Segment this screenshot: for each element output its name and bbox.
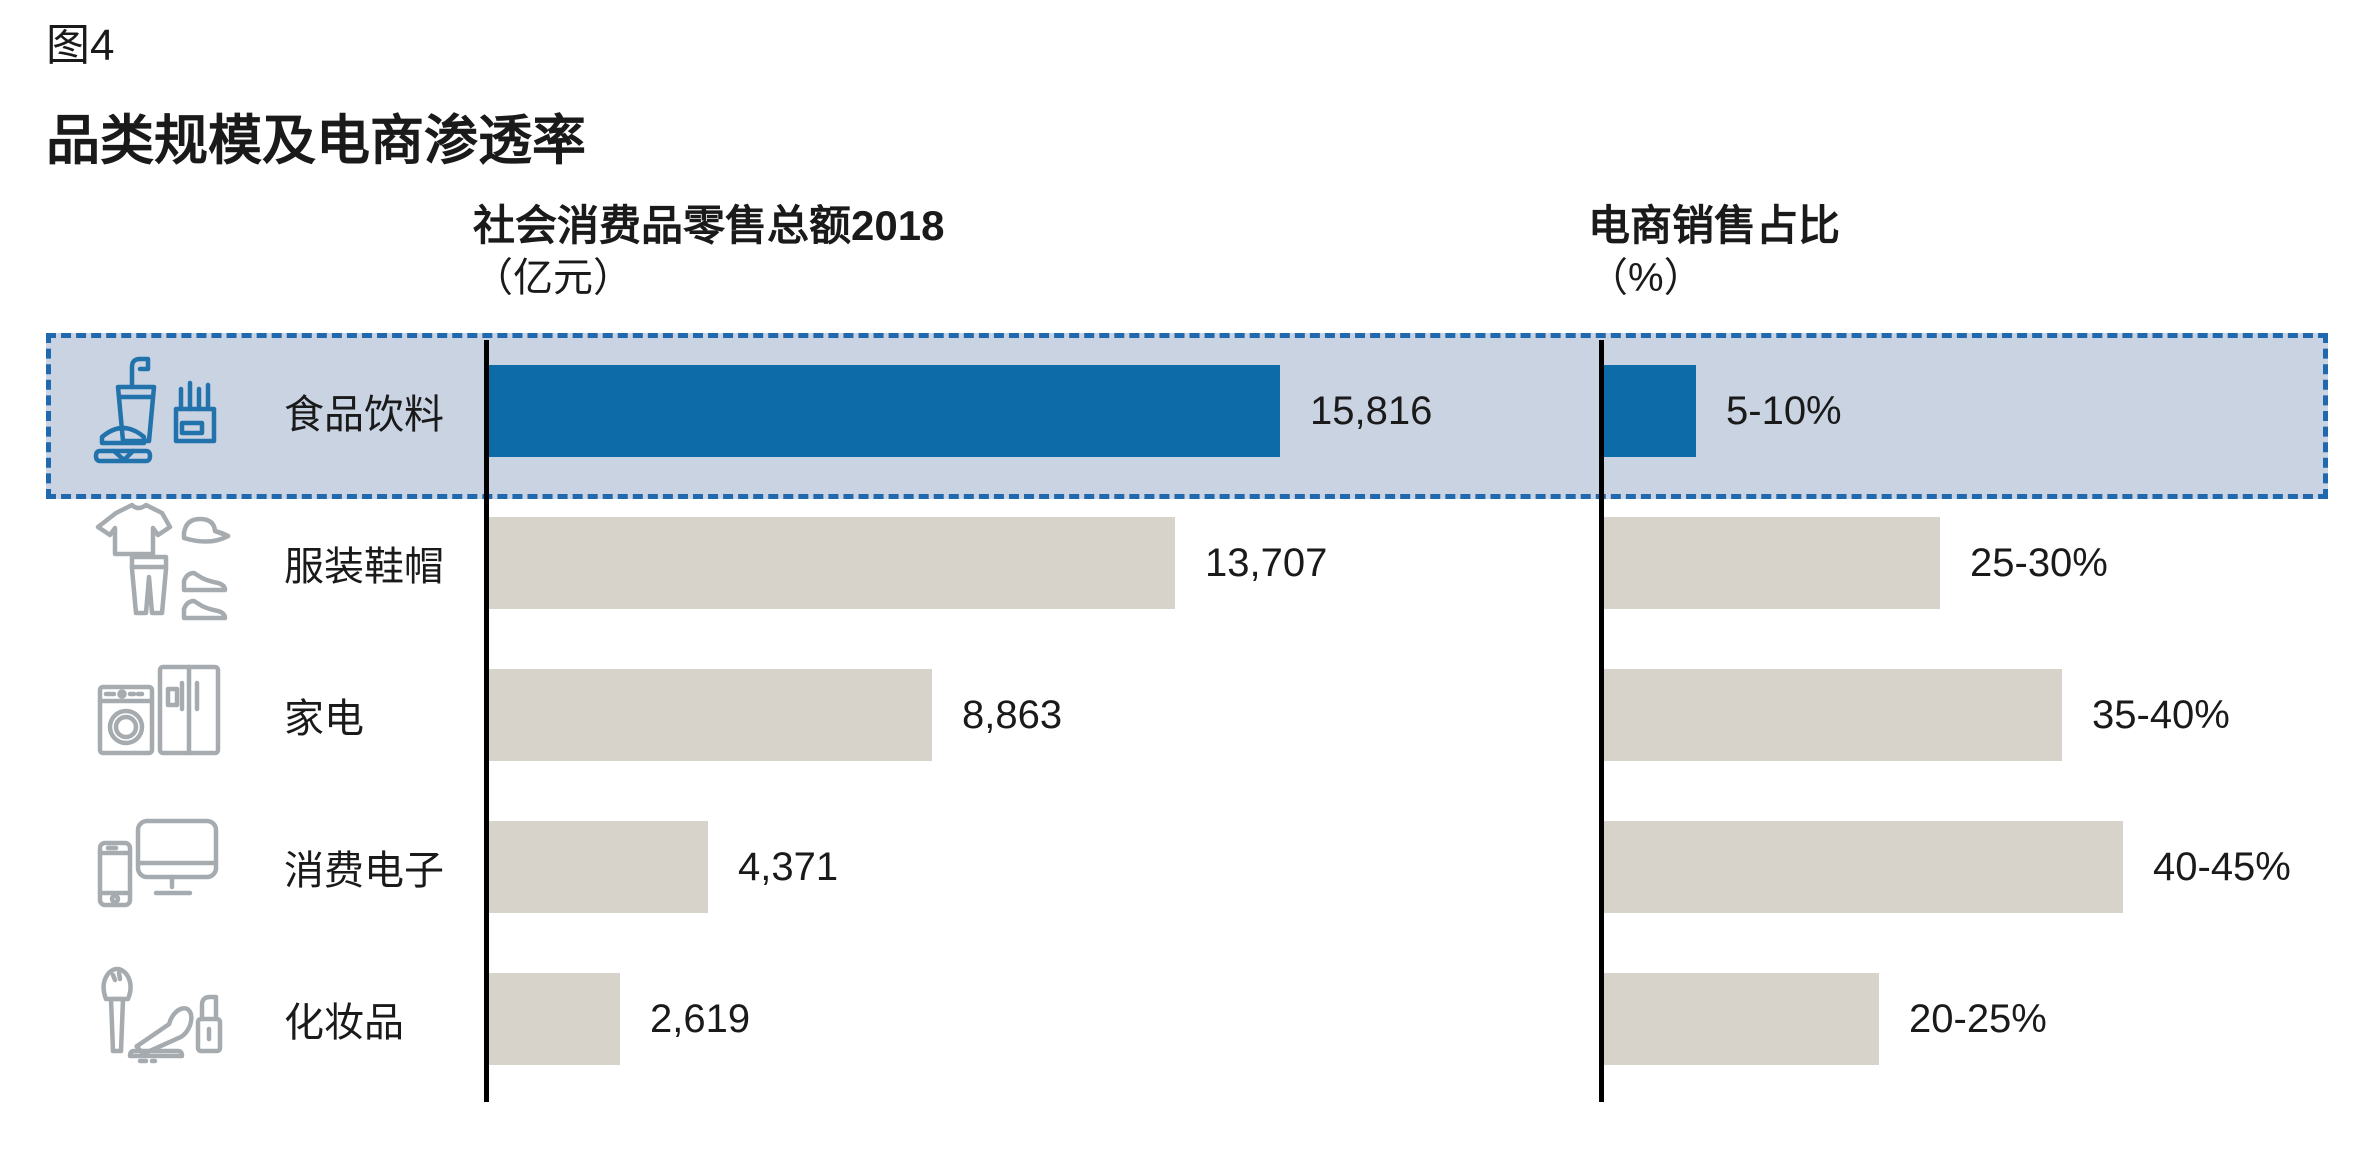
ecommerce-value-label: 40-45% bbox=[2153, 844, 2291, 889]
category-label: 家电 bbox=[284, 697, 364, 741]
retail-value-label: 4,371 bbox=[738, 844, 839, 889]
ecommerce-value-label: 35-40% bbox=[2092, 692, 2230, 737]
category-row-apparel: 服装鞋帽 13,707 25-30% bbox=[0, 487, 2358, 639]
ecommerce-value-label: 25-30% bbox=[1970, 540, 2108, 585]
retail-track: 2,619 bbox=[489, 973, 1579, 1065]
retail-value-label: 13,707 bbox=[1205, 540, 1328, 585]
retail-track: 8,863 bbox=[489, 669, 1579, 761]
ecommerce-bar bbox=[1604, 365, 1696, 457]
retail-value-label: 8,863 bbox=[962, 692, 1063, 737]
ecommerce-column-header: 电商销售占比 （%） bbox=[1588, 200, 1840, 303]
retail-value-label: 2,619 bbox=[650, 996, 751, 1041]
consumer-electronics-icon bbox=[80, 801, 270, 933]
category-row-electronics: 消费电子 4,371 40-45% bbox=[0, 791, 2358, 943]
home-appliance-icon bbox=[80, 649, 270, 781]
ecommerce-axis-line bbox=[1599, 340, 1604, 1102]
retail-value-label: 15,816 bbox=[1310, 388, 1433, 433]
ecommerce-bar bbox=[1604, 517, 1940, 609]
category-row-food-beverage: 食品饮料 15,816 5-10% bbox=[0, 335, 2358, 487]
cosmetics-icon bbox=[80, 953, 270, 1085]
retail-track: 13,707 bbox=[489, 517, 1579, 609]
ecommerce-column-title: 电商销售占比 bbox=[1588, 202, 1841, 249]
retail-bar bbox=[489, 821, 708, 913]
category-label: 食品饮料 bbox=[284, 393, 444, 437]
apparel-footwear-icon bbox=[80, 497, 270, 629]
retail-column-title: 社会消费品零售总额2018 bbox=[473, 202, 945, 249]
category-row-appliances: 家电 8,863 35-40% bbox=[0, 639, 2358, 791]
retail-column-unit: （亿元） bbox=[473, 255, 633, 300]
ecommerce-column-unit: （%） bbox=[1588, 255, 1704, 300]
ecommerce-value-label: 20-25% bbox=[1909, 996, 2047, 1041]
food-beverage-icon bbox=[80, 345, 270, 477]
ecommerce-value-label: 5-10% bbox=[1726, 388, 1842, 433]
retail-bar bbox=[489, 669, 932, 761]
category-label: 化妆品 bbox=[284, 1001, 404, 1045]
retail-bar bbox=[489, 517, 1175, 609]
retail-column-header: 社会消费品零售总额2018 （亿元） bbox=[473, 200, 944, 303]
figure-title: 品类规模及电商渗透率 bbox=[46, 111, 586, 171]
ecommerce-track: 5-10% bbox=[1604, 365, 2340, 457]
ecommerce-track: 35-40% bbox=[1604, 669, 2340, 761]
ecommerce-track: 20-25% bbox=[1604, 973, 2340, 1065]
category-label: 消费电子 bbox=[284, 849, 444, 893]
retail-track: 4,371 bbox=[489, 821, 1579, 913]
retail-track: 15,816 bbox=[489, 365, 1579, 457]
ecommerce-bar bbox=[1604, 821, 2123, 913]
ecommerce-bar bbox=[1604, 973, 1879, 1065]
ecommerce-track: 25-30% bbox=[1604, 517, 2340, 609]
category-row-cosmetics: 化妆品 2,619 20-25% bbox=[0, 943, 2358, 1095]
ecommerce-track: 40-45% bbox=[1604, 821, 2340, 913]
chart-rows: 食品饮料 15,816 5-10% bbox=[0, 335, 2358, 1102]
category-label: 服装鞋帽 bbox=[284, 545, 444, 589]
retail-bar bbox=[489, 973, 620, 1065]
retail-axis-line bbox=[484, 340, 489, 1102]
figure-number: 图4 bbox=[46, 21, 115, 70]
ecommerce-bar bbox=[1604, 669, 2062, 761]
retail-bar bbox=[489, 365, 1280, 457]
